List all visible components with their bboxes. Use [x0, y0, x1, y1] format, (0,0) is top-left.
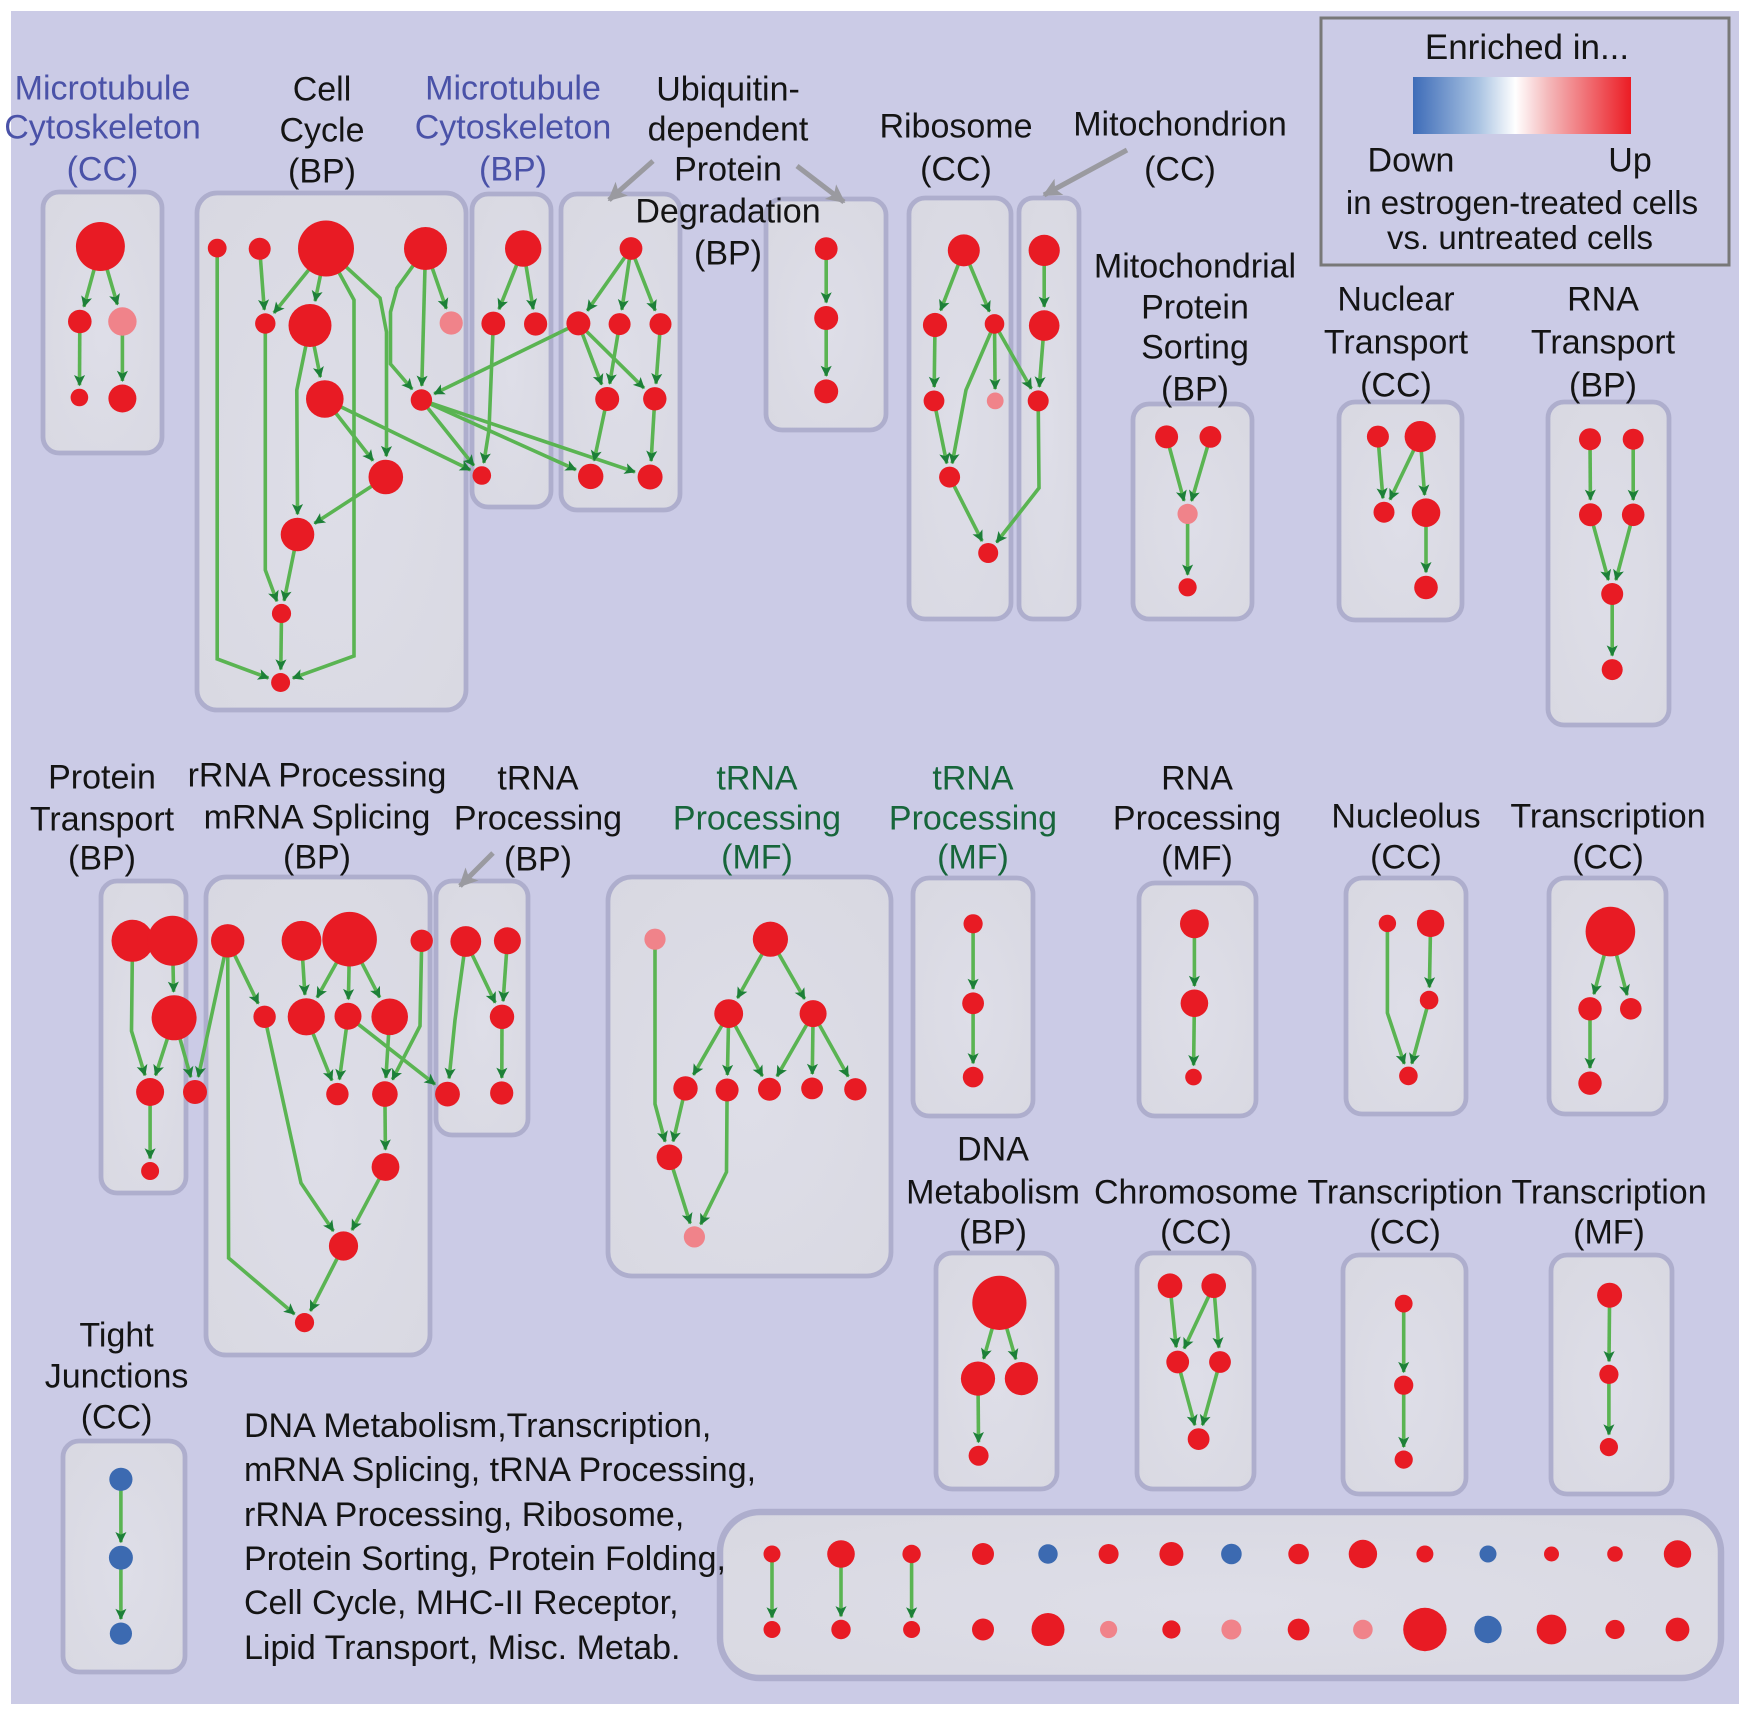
svg-text:(BP): (BP)	[288, 152, 356, 190]
svg-text:Processing: Processing	[673, 799, 841, 837]
svg-text:Cell Cycle, MHC-II Receptor,: Cell Cycle, MHC-II Receptor,	[244, 1584, 679, 1622]
svg-text:Cell: Cell	[293, 70, 352, 108]
svg-text:Ubiquitin-: Ubiquitin-	[656, 70, 800, 108]
svg-text:Processing: Processing	[454, 799, 622, 837]
svg-text:Protein: Protein	[674, 150, 782, 188]
svg-text:(MF): (MF)	[937, 838, 1009, 876]
svg-text:(CC): (CC)	[1370, 838, 1442, 876]
svg-text:(MF): (MF)	[1161, 839, 1233, 877]
svg-text:Mitochondrial: Mitochondrial	[1094, 247, 1296, 285]
svg-text:Protein Sorting, Protein Foldi: Protein Sorting, Protein Folding,	[244, 1540, 726, 1578]
svg-text:(BP): (BP)	[479, 150, 547, 188]
svg-text:Cycle: Cycle	[279, 111, 364, 149]
svg-text:Nucleolus: Nucleolus	[1331, 797, 1480, 835]
svg-text:Enriched in...: Enriched in...	[1425, 28, 1629, 67]
svg-text:tRNA: tRNA	[497, 759, 579, 797]
svg-text:Cytoskeleton: Cytoskeleton	[4, 108, 201, 146]
svg-text:Processing: Processing	[1113, 799, 1281, 837]
svg-text:(BP): (BP)	[283, 838, 351, 876]
svg-text:mRNA Splicing: mRNA Splicing	[204, 798, 431, 836]
svg-text:(BP): (BP)	[1161, 370, 1229, 408]
svg-text:Processing: Processing	[889, 799, 1057, 837]
svg-text:Up: Up	[1608, 141, 1651, 179]
svg-text:(BP): (BP)	[694, 234, 762, 272]
svg-text:Tight: Tight	[79, 1316, 154, 1354]
svg-text:(MF): (MF)	[1573, 1213, 1645, 1251]
svg-text:Down: Down	[1368, 141, 1455, 179]
svg-text:(CC): (CC)	[81, 1398, 153, 1436]
svg-text:vs. untreated cells: vs. untreated cells	[1387, 219, 1653, 256]
svg-text:Cytoskeleton: Cytoskeleton	[415, 108, 612, 146]
svg-text:in estrogen-treated cells: in estrogen-treated cells	[1346, 184, 1698, 221]
svg-text:tRNA: tRNA	[716, 759, 798, 797]
svg-text:dependent: dependent	[648, 110, 809, 148]
svg-text:mRNA Splicing, tRNA Processing: mRNA Splicing, tRNA Processing,	[244, 1451, 756, 1489]
svg-text:rRNA Processing: rRNA Processing	[188, 756, 447, 794]
svg-text:Sorting: Sorting	[1141, 328, 1249, 366]
svg-text:(CC): (CC)	[1144, 150, 1216, 188]
svg-text:(BP): (BP)	[68, 839, 136, 877]
svg-text:Transcription: Transcription	[1511, 1173, 1706, 1211]
svg-text:(CC): (CC)	[1369, 1213, 1441, 1251]
svg-text:Ribosome: Ribosome	[879, 107, 1032, 145]
svg-text:Protein: Protein	[1141, 288, 1249, 326]
svg-text:Transport: Transport	[30, 800, 175, 838]
svg-text:Transport: Transport	[1324, 323, 1469, 361]
svg-text:(CC): (CC)	[1572, 838, 1644, 876]
svg-text:tRNA: tRNA	[932, 759, 1014, 797]
svg-text:Degradation: Degradation	[635, 192, 820, 230]
svg-text:DNA Metabolism,Transcription,: DNA Metabolism,Transcription,	[244, 1407, 711, 1445]
svg-text:DNA: DNA	[957, 1130, 1029, 1168]
svg-text:(CC): (CC)	[1160, 1213, 1232, 1251]
svg-text:Chromosome: Chromosome	[1094, 1173, 1298, 1211]
svg-text:(MF): (MF)	[721, 838, 793, 876]
svg-text:(CC): (CC)	[1360, 366, 1432, 404]
svg-text:RNA: RNA	[1567, 280, 1639, 318]
svg-text:RNA: RNA	[1161, 759, 1233, 797]
svg-text:Transcription: Transcription	[1307, 1173, 1502, 1211]
svg-text:(CC): (CC)	[67, 150, 139, 188]
svg-text:Transport: Transport	[1531, 323, 1676, 361]
svg-text:Microtubule: Microtubule	[425, 69, 601, 107]
svg-text:Metabolism: Metabolism	[906, 1173, 1080, 1211]
svg-text:(BP): (BP)	[1569, 366, 1637, 404]
svg-text:(BP): (BP)	[504, 840, 572, 878]
svg-text:rRNA Processing, Ribosome,: rRNA Processing, Ribosome,	[244, 1496, 684, 1534]
svg-text:Protein: Protein	[48, 758, 156, 796]
svg-text:Junctions: Junctions	[45, 1357, 189, 1395]
svg-text:Nuclear: Nuclear	[1337, 280, 1454, 318]
svg-text:Transcription: Transcription	[1510, 797, 1705, 835]
svg-text:(CC): (CC)	[920, 150, 992, 188]
svg-text:Microtubule: Microtubule	[15, 69, 191, 107]
svg-text:Lipid Transport, Misc. Metab.: Lipid Transport, Misc. Metab.	[244, 1629, 681, 1667]
svg-text:Mitochondrion: Mitochondrion	[1073, 105, 1287, 143]
svg-text:(BP): (BP)	[959, 1213, 1027, 1251]
